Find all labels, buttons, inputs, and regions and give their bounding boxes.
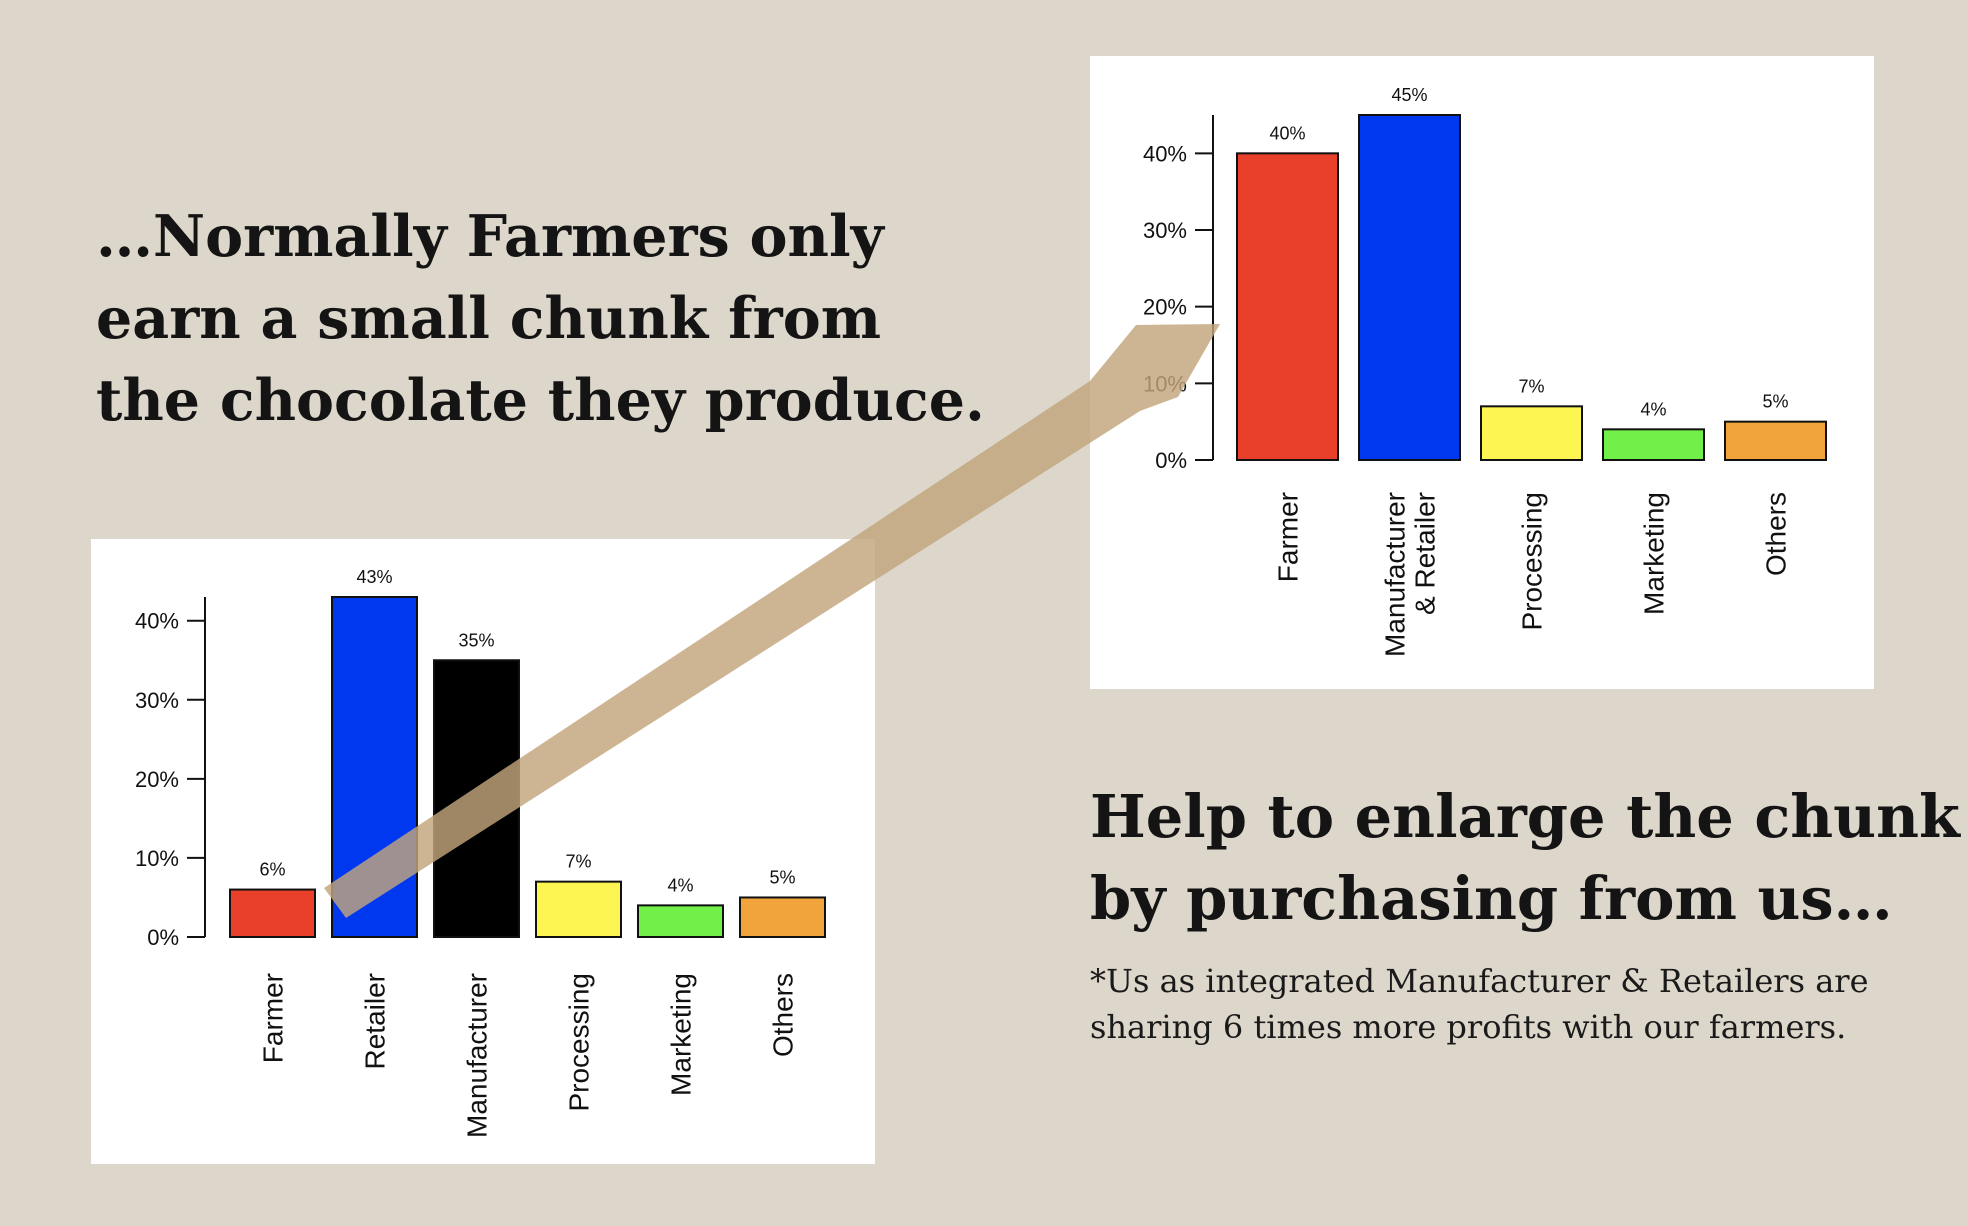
- x-tick-label: Processing: [1517, 492, 1548, 631]
- y-tick-label: 30%: [1143, 218, 1187, 243]
- y-tick-label: 40%: [1143, 141, 1187, 166]
- call-to-action: Help to enlarge the chunk by purchasing …: [1090, 776, 1960, 940]
- data-label: 45%: [1391, 85, 1427, 105]
- headline-line-3: the chocolate they produce.: [96, 367, 985, 434]
- x-tick-label-line: Others: [768, 973, 799, 1057]
- x-tick-label: Manufacturer & Retailer: [1380, 492, 1441, 657]
- data-label: 7%: [1518, 376, 1544, 396]
- bar-retailer: [331, 596, 418, 938]
- footnote-line-2: sharing 6 times more profits with our fa…: [1090, 1008, 1847, 1046]
- bar-marketing: [1602, 428, 1705, 462]
- cta-line-2: by purchasing from us…: [1090, 864, 1893, 933]
- chart-after: 0% 10% 20% 30% 40% 40% Farmer 45% Manufacturer & …: [1143, 85, 1827, 657]
- bar-processing: [1480, 405, 1583, 462]
- x-tick-label-line: Processing: [564, 973, 595, 1112]
- data-label: 6%: [259, 860, 285, 880]
- bar-marketing: [637, 904, 724, 939]
- footnote-line-1: *Us as integrated Manufacturer & Retaile…: [1090, 962, 1869, 1000]
- y-tick-label: 20%: [135, 767, 179, 792]
- y-tick-label: 0%: [147, 925, 179, 950]
- data-label: 4%: [1640, 399, 1666, 419]
- x-tick-label: Marketing: [1639, 492, 1670, 615]
- x-tick-label-line: Others: [1761, 492, 1792, 576]
- data-label: 35%: [458, 630, 494, 650]
- bar-processing: [535, 880, 622, 938]
- chart-after-panel: 0% 10% 20% 30% 40% 40% Farmer 45% Manufacturer & …: [1090, 56, 1874, 689]
- bar-farmer: [1236, 152, 1339, 461]
- data-label: 7%: [565, 852, 591, 872]
- y-tick-label: 20%: [1143, 295, 1187, 320]
- x-tick-label-line: & Retailer: [1410, 492, 1441, 615]
- x-tick-label-line: Retailer: [360, 973, 391, 1069]
- bar-others: [1724, 420, 1827, 461]
- y-tick-label: 10%: [135, 846, 179, 871]
- data-label: 43%: [356, 567, 392, 587]
- x-tick-label: Retailer: [360, 973, 391, 1069]
- footnote: *Us as integrated Manufacturer & Retaile…: [1090, 958, 1950, 1050]
- data-label: 4%: [667, 875, 693, 895]
- data-label: 40%: [1269, 123, 1305, 143]
- headline-line-1: …Normally Farmers only: [96, 203, 884, 270]
- x-tick-label-line: Farmer: [258, 973, 289, 1063]
- x-tick-label: Processing: [564, 973, 595, 1112]
- data-label: 5%: [769, 867, 795, 887]
- y-tick-label: 30%: [135, 688, 179, 713]
- x-tick-label: Marketing: [666, 973, 697, 1096]
- x-tick-label: Others: [768, 973, 799, 1057]
- x-tick-label: Others: [1761, 492, 1792, 576]
- chart-before: 0% 10% 20% 30% 40% 6% Farmer 43% Retailer 35% Manu…: [135, 567, 826, 1138]
- data-label: 5%: [1762, 392, 1788, 412]
- x-tick-label-line: Marketing: [1639, 492, 1670, 615]
- x-tick-label-line: Manufacturer: [462, 973, 493, 1138]
- bar-manufacturer-retailer: [1358, 114, 1461, 461]
- x-tick-label-line: Marketing: [666, 973, 697, 1096]
- headline-line-2: earn a small chunk from: [96, 285, 882, 352]
- headline: …Normally Farmers only earn a small chun…: [96, 196, 985, 442]
- x-tick-label-line: Manufacturer: [1380, 492, 1411, 657]
- x-tick-label: Farmer: [1273, 492, 1304, 582]
- chart-before-panel: 0% 10% 20% 30% 40% 6% Farmer 43% Retailer 35% Manu…: [91, 539, 875, 1164]
- y-tick-label: 0%: [1155, 448, 1187, 473]
- bar-farmer: [229, 888, 316, 938]
- x-tick-label: Manufacturer: [462, 973, 493, 1138]
- x-tick-label-line: Processing: [1517, 492, 1548, 631]
- y-tick-label: 10%: [1143, 371, 1187, 396]
- x-tick-label: Farmer: [258, 973, 289, 1063]
- y-tick-label: 40%: [135, 609, 179, 634]
- cta-line-1: Help to enlarge the chunk: [1090, 782, 1960, 851]
- x-tick-label-line: Farmer: [1273, 492, 1304, 582]
- bar-others: [739, 896, 826, 939]
- bar-manufacturer: [433, 659, 520, 938]
